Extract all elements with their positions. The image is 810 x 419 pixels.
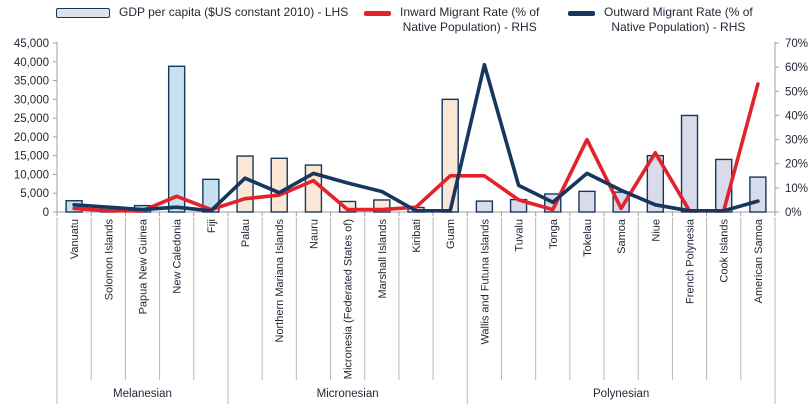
right-axis-tick-label: 40%: [785, 110, 808, 122]
bar-tokelau: [578, 190, 596, 213]
category-label: Micronesia (Federated States of): [343, 219, 355, 379]
left-axis-tick-label: 5,000: [20, 188, 49, 200]
category-label: Wallis and Futuna Islands: [479, 219, 491, 345]
left-axis-tick-label: 40,000: [14, 57, 49, 69]
legend-item-outward: Outward Migrant Rate (% of Native Popula…: [568, 5, 753, 35]
bar-northern-mariana-islands: [270, 157, 288, 213]
legend-label-inward: Inward Migrant Rate (% of Native Populat…: [400, 5, 539, 35]
legend-item-gdp: GDP per capita ($US constant 2010) - LHS: [56, 5, 348, 20]
right-axis-tick-label: 0%: [785, 207, 802, 219]
category-label: Marshall Islands: [377, 219, 389, 299]
category-label: Solomon Islands: [103, 219, 115, 301]
category-label: Nauru: [308, 219, 320, 249]
legend-label-gdp: GDP per capita ($US constant 2010) - LHS: [119, 5, 349, 19]
category-label: Kiribati: [411, 219, 423, 253]
right-axis-tick-label: 30%: [785, 135, 808, 147]
category-label: Tonga: [548, 218, 560, 249]
bar-wallis-and-futuna-islands: [475, 200, 494, 213]
inward-migrant-line: [72, 82, 760, 213]
legend: GDP per capita ($US constant 2010) - LHS…: [0, 0, 810, 42]
bar-guam: [441, 98, 459, 213]
category-label: Samoa: [616, 218, 628, 254]
right-axis-tick-label: 70%: [785, 38, 808, 50]
bar-new-caledonia: [167, 65, 186, 213]
legend-label-outward: Outward Migrant Rate (% of Native Popula…: [604, 5, 753, 35]
outward-line-swatch-icon: [568, 11, 595, 16]
group-label-polynesian: Polynesian: [593, 388, 649, 400]
left-axis-tick-label: 45,000: [14, 38, 49, 50]
bar-french-polynesia: [680, 114, 699, 213]
gdp-bar-swatch-icon: [56, 8, 110, 18]
legend-label-outward-line2: Native Population) - RHS: [611, 20, 746, 34]
category-label: Vanuatu: [69, 219, 81, 259]
right-axis-tick-label: 20%: [785, 159, 808, 171]
left-axis-tick-label: 20,000: [14, 132, 49, 144]
legend-label-inward-line2: Native Population) - RHS: [402, 20, 537, 34]
left-axis-tick-label: 0: [43, 207, 49, 219]
category-label: Niue: [650, 219, 662, 242]
category-label: Palau: [240, 219, 252, 247]
category-label: Guam: [445, 219, 457, 249]
group-label-melanesian: Melanesian: [113, 388, 172, 400]
category-label: New Caledonia: [172, 218, 184, 293]
category-label: American Samoa: [753, 218, 765, 303]
left-axis-tick-label: 30,000: [14, 94, 49, 106]
category-label: Fiji: [206, 219, 218, 233]
group-labels: Melanesian Micronesian Polynesian: [113, 388, 649, 400]
right-axis-tick-label: 50%: [785, 86, 808, 98]
category-labels: Vanuatu Solomon Islands Papua New Guinea Ne…: [56, 217, 776, 404]
gdp-bars: [65, 65, 767, 213]
right-axis-tick-label: 10%: [785, 183, 808, 195]
left-axis-tick-label: 15,000: [14, 151, 49, 163]
category-label: French Polynesia: [685, 218, 697, 304]
inward-line-swatch-icon: [364, 11, 391, 16]
category-label: Northern Mariana Islands: [274, 219, 286, 343]
outward-migrant-line: [72, 62, 760, 213]
category-label: Tokelau: [582, 219, 594, 257]
right-axis-tick-label: 60%: [785, 62, 808, 74]
left-axis-tick-label: 10,000: [14, 169, 49, 181]
legend-item-inward: Inward Migrant Rate (% of Native Populat…: [364, 5, 539, 35]
category-label: Cook Islands: [719, 219, 731, 283]
left-axis-tick-label: 35,000: [14, 76, 49, 88]
legend-label-inward-line1: Inward Migrant Rate (% of: [400, 5, 540, 19]
legend-label-outward-line1: Outward Migrant Rate (% of: [604, 5, 753, 19]
category-label: Tuvalu: [514, 219, 526, 252]
bar-micronesia-federated-states-of-: [338, 200, 357, 213]
left-axis-tick-label: 25,000: [14, 113, 49, 125]
group-label-micronesian: Micronesian: [317, 388, 379, 400]
category-label: Papua New Guinea: [138, 218, 150, 314]
bar-american-samoa: [749, 176, 767, 213]
